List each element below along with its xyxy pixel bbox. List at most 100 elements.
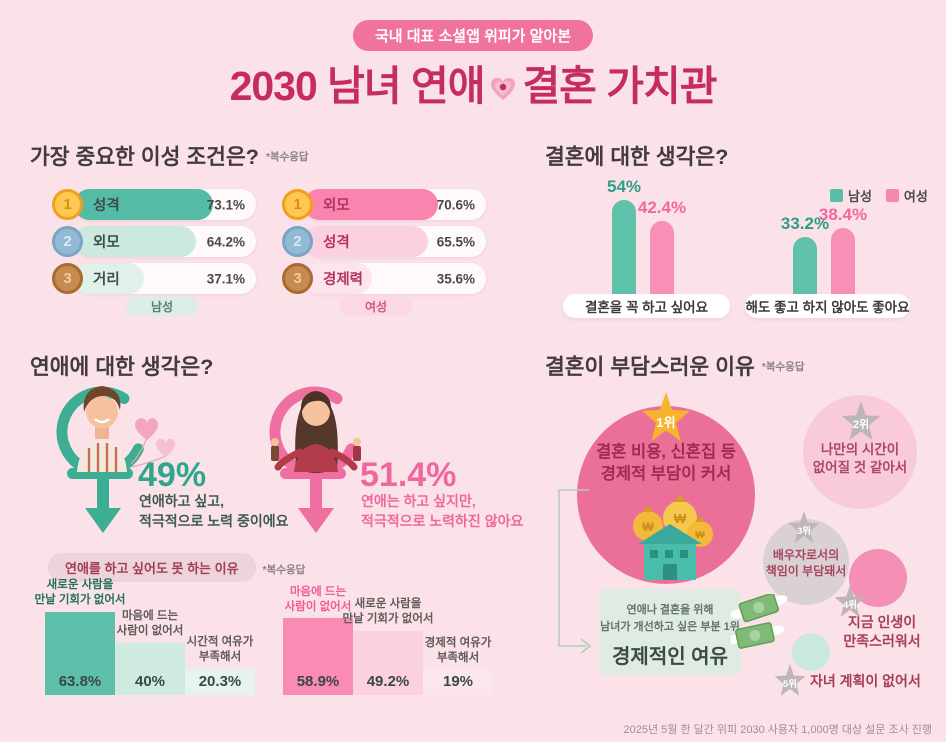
page-title-left: 2030 남녀 연애 <box>229 63 486 109</box>
dating-reasons-pill: 연애를 하고 싶어도 못 하는 이유 <box>48 553 256 582</box>
dating-reasons-note: *복수응답 <box>262 564 306 576</box>
burden-section-title: 결혼이 부담스러운 이유 *복수응답 <box>545 350 804 381</box>
bar-female <box>650 220 674 296</box>
connector-arrow <box>551 478 607 665</box>
bar-stack: 58.9% 마음에 드는 사람이 없어서 <box>283 585 353 695</box>
bar: 63.8% <box>45 612 115 695</box>
silver-medal-icon: 2 <box>52 226 83 257</box>
svg-text:₩: ₩ <box>642 520 654 534</box>
bar-value: 58.9% <box>296 673 340 690</box>
bronze-medal-icon: 3 <box>282 263 313 294</box>
burden-note: *복수응답 <box>761 361 805 373</box>
bar-track: 성격 73.1% <box>74 189 256 220</box>
bar-value: 70.6% <box>436 197 475 212</box>
bar-stack: 19% 경제적 여유가 부족해서 <box>423 636 493 695</box>
condition-row-female-3: 3 경제력 35.6% <box>282 263 486 294</box>
rank1-text: 결혼 비용, 신혼집 등 경제적 부담이 커서 <box>596 443 736 484</box>
dating-title-text: 연애에 대한 생각은? <box>30 355 214 379</box>
rank5-circle <box>792 633 830 671</box>
flying-money-icon <box>725 592 789 659</box>
bar-track: 거리 37.1% <box>74 263 256 294</box>
female-illustration <box>258 372 418 547</box>
marriage-section-title: 결혼에 대한 생각은? <box>545 140 728 171</box>
improvement-line1: 연애나 결혼을 위해 <box>626 604 714 616</box>
bar-value: 40% <box>134 673 166 690</box>
gold-medal-icon: 1 <box>282 189 313 220</box>
bronze-medal-icon: 3 <box>52 263 83 294</box>
bar-stack: 49.2% 새로운 사람을 만날 기회가 없어서 <box>342 597 434 695</box>
female-dating-percent: 51.4% <box>360 456 457 494</box>
female-group-pill: 여성 <box>340 296 412 316</box>
rank3-text: 배우자로서의 책임이 부담돼서 <box>765 548 847 579</box>
bar-fill: 외모 <box>304 189 439 220</box>
bar-value: 20.3% <box>198 673 242 690</box>
bar-track: 외모 64.2% <box>74 226 256 257</box>
bar: 49.2% <box>353 631 423 695</box>
dating-reasons-chart-male: 63.8% 새로운 사람을 만날 기회가 없어서 40% 마음에 드는 사람이 없어… <box>30 578 260 695</box>
bar-label: 성격 <box>323 235 350 251</box>
rank5-star-icon: 5위 <box>774 664 806 696</box>
bar-female <box>831 228 855 296</box>
bar: 40% <box>115 643 185 695</box>
answer-pill-1: 결혼을 꼭 하고 싶어요 <box>563 294 730 318</box>
bar-track: 성격 65.5% <box>304 226 486 257</box>
bar-label: 시간적 여유가 부족해서 <box>186 635 254 663</box>
bar-label: 새로운 사람을 만날 기회가 없어서 <box>34 579 126 607</box>
marriage-title-text: 결혼에 대한 생각은? <box>545 145 729 169</box>
header-badge: 국내 대표 소셜앱 위피가 알아본 <box>352 20 594 51</box>
bar: 19% <box>423 670 493 695</box>
rank2-text: 나만의 시간이 없어질 것 같아서 <box>812 442 908 476</box>
improvement-headline: 경제적인 여유 <box>612 646 728 668</box>
male-group-pill: 남성 <box>126 296 198 316</box>
female-dating-desc: 연애는 하고 싶지만, 적극적으로 노력하진 않아요 <box>361 493 524 529</box>
bar-value: 37.1% <box>206 271 245 286</box>
bar-stack: 63.8% 새로운 사람을 만날 기회가 없어서 <box>34 578 126 695</box>
bar-value: 49.2% <box>366 673 410 690</box>
bar-stack: 40% 마음에 드는 사람이 없어서 <box>115 609 185 695</box>
bar-group-female-1: 42.4% <box>627 198 697 296</box>
gold-medal-icon: 1 <box>52 189 83 220</box>
bar-fill: 성격 <box>304 226 429 257</box>
bar-fill: 외모 <box>74 226 196 257</box>
svg-text:₩: ₩ <box>695 530 705 541</box>
bar-male <box>793 237 817 296</box>
male-dating-desc: 연애하고 싶고, 적극적으로 노력 중이에요 <box>139 493 289 529</box>
bar-fill: 거리 <box>74 263 145 294</box>
condition-row-male-1: 1 성격 73.1% <box>52 189 256 220</box>
bar-label: 경제적 여유가 부족해서 <box>424 637 492 665</box>
conditions-section-title: 가장 중요한 이성 조건은? *복수응답 <box>30 140 309 171</box>
bar-label: 경제력 <box>323 272 364 288</box>
bar-label: 거리 <box>93 272 120 288</box>
bar-value: 35.6% <box>436 271 475 286</box>
burden-title-text: 결혼이 부담스러운 이유 <box>545 355 755 379</box>
conditions-note: *복수응답 <box>265 151 309 163</box>
bar-label: 외모 <box>323 198 350 214</box>
male-dating-percent: 49% <box>138 456 207 494</box>
bar-track: 외모 70.6% <box>304 189 486 220</box>
answer-pill-2: 해도 좋고 하지 않아도 좋아요 <box>745 294 910 318</box>
bar-value: 63.8% <box>58 673 102 690</box>
bar-male <box>612 200 636 296</box>
legend: 남성 여성 <box>830 186 928 205</box>
dating-reasons-header: 연애를 하고 싶어도 못 하는 이유 *복수응답 <box>48 553 305 582</box>
conditions-title-text: 가장 중요한 이성 조건은? <box>30 145 259 169</box>
bar: 20.3% <box>185 668 255 695</box>
bar-label: 마음에 드는 사람이 없어서 <box>284 585 352 613</box>
bar-track: 경제력 35.6% <box>304 263 486 294</box>
dating-reasons-chart-female: 58.9% 마음에 드는 사람이 없어서 49.2% 새로운 사람을 만날 기회가 … <box>268 578 498 695</box>
bar-value: 19% <box>442 673 474 690</box>
bar-value: 38.4% <box>818 205 868 225</box>
bar-group-female-2: 38.4% <box>808 205 878 296</box>
improvement-box: 연애나 결혼을 위해 남녀가 개선하고 싶은 부분 1위 경제적인 여유 <box>599 589 741 675</box>
condition-row-female-1: 1 외모 70.6% <box>282 189 486 220</box>
condition-row-male-2: 2 외모 64.2% <box>52 226 256 257</box>
bar-value: 54% <box>606 177 642 197</box>
female-swatch-icon <box>885 189 899 202</box>
rank4-text: 지금 인생이 만족스러워서 <box>843 614 921 649</box>
bar-value: 73.1% <box>206 197 245 212</box>
bar-value: 65.5% <box>436 234 475 249</box>
page-title: 2030 남녀 연애 결혼 가치관 <box>0 52 946 114</box>
condition-row-female-2: 2 성격 65.5% <box>282 226 486 257</box>
dating-section-title: 연애에 대한 생각은? <box>30 350 213 381</box>
